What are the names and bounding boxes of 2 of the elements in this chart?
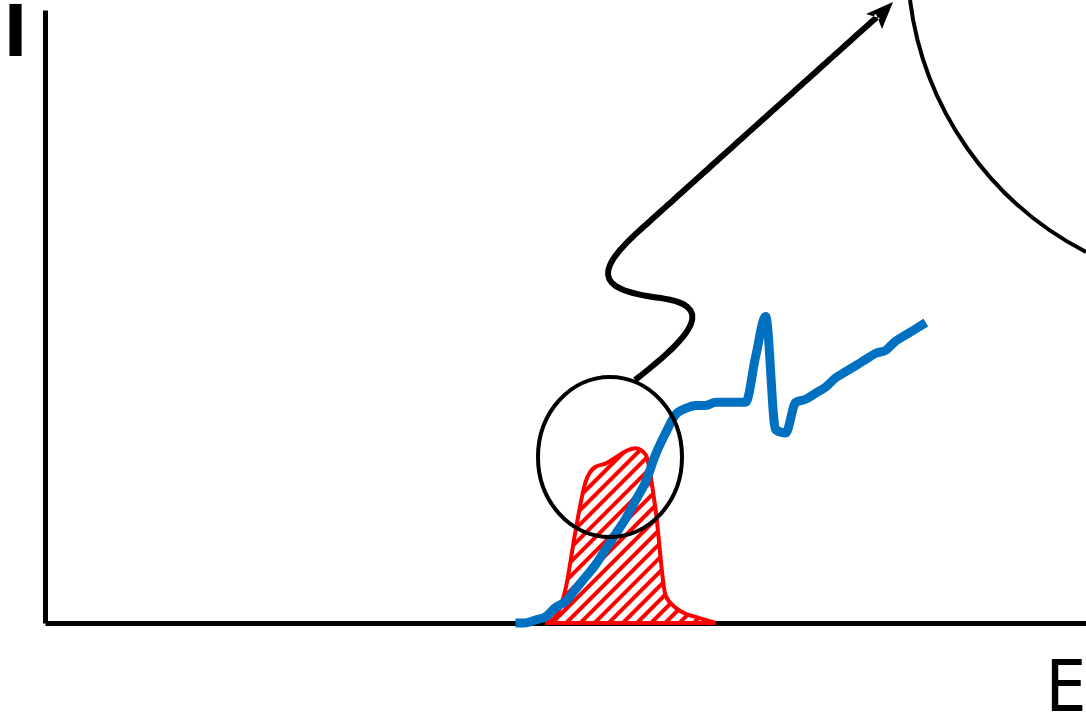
x-axis-title: E xyxy=(1045,643,1086,718)
y-axis-title: I xyxy=(3,0,28,73)
